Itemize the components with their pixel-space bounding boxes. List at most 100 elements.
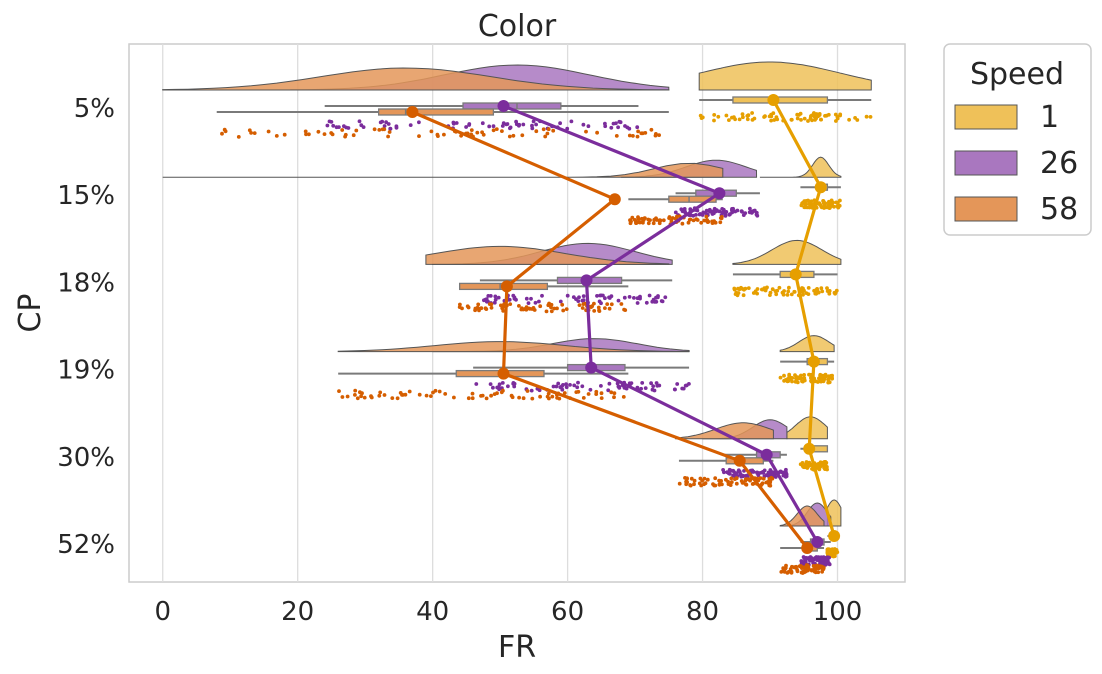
mean-line-1 (771, 99, 836, 537)
rain-dot-1 (830, 549, 834, 554)
rain-dot-26 (687, 382, 691, 386)
rain-dot-1 (795, 116, 800, 121)
rain-dot-26 (581, 122, 586, 127)
rain-dot-26 (650, 299, 655, 304)
rain-dot-58 (612, 395, 616, 400)
rain-dot-1 (716, 114, 721, 119)
rain-dot-58 (594, 392, 599, 396)
rain-dot-26 (521, 122, 526, 127)
rain-dot-58 (481, 132, 486, 137)
rain-dot-1 (821, 379, 826, 384)
rain-dot-58 (605, 302, 610, 306)
rain-dot-26 (529, 296, 533, 301)
rain-dot-26 (639, 386, 643, 391)
rain-dot-1 (817, 113, 822, 117)
rain-dot-26 (496, 295, 501, 300)
rain-dot-1 (806, 286, 811, 290)
rain-dot-58 (596, 305, 601, 310)
rain-dot-1 (806, 119, 810, 123)
rain-dot-58 (734, 476, 739, 481)
rain-dot-58 (637, 220, 642, 225)
rain-dot-26 (575, 385, 580, 390)
rain-dot-1 (768, 290, 773, 295)
rain-dot-58 (619, 302, 624, 306)
rain-dot-58 (353, 388, 358, 393)
rain-dot-58 (525, 389, 530, 393)
rain-dot-26 (537, 388, 542, 393)
rain-dot-58 (380, 127, 385, 132)
rain-dot-26 (487, 124, 492, 129)
rain-dot-58 (595, 130, 599, 135)
rain-dot-58 (649, 127, 654, 132)
rain-dot-58 (387, 130, 392, 134)
rain-dot-58 (811, 564, 816, 568)
rain-dot-58 (688, 483, 692, 487)
x-axis-title: FR (498, 630, 536, 665)
y-tick-label: 19% (57, 356, 115, 386)
rain-dot-26 (724, 210, 729, 214)
rain-dot-58 (607, 306, 612, 311)
rain-dot-1 (780, 290, 785, 295)
rain-dot-1 (804, 460, 809, 464)
rain-dot-26 (603, 121, 607, 126)
rain-dot-26 (580, 384, 585, 389)
rain-dot-1 (802, 205, 807, 210)
rain-dot-58 (688, 217, 693, 222)
legend-frame (943, 43, 1092, 236)
rain-dot-26 (624, 386, 629, 391)
rain-dot-58 (581, 302, 586, 306)
rain-dot-58 (631, 134, 635, 138)
rain-dot-58 (562, 391, 567, 395)
rain-dot-1 (813, 291, 818, 296)
rain-dot-26 (576, 380, 580, 385)
rain-dot-26 (394, 125, 399, 130)
rain-dot-1 (806, 198, 810, 203)
rain-dot-1 (802, 376, 807, 380)
mean-line-58 (411, 110, 809, 549)
rain-dot-1 (772, 118, 777, 122)
mean-point-1 (767, 94, 780, 106)
rain-dot-26 (711, 211, 715, 216)
rain-dot-58 (704, 214, 709, 219)
rain-dot-58 (695, 218, 700, 222)
rain-dot-58 (806, 566, 811, 571)
rain-dot-26 (607, 381, 612, 386)
rain-dot-58 (589, 305, 593, 309)
rain-dot-26 (659, 299, 664, 303)
rain-dot-58 (442, 132, 446, 137)
rain-dot-1 (827, 547, 832, 552)
rain-dot-26 (717, 209, 722, 214)
rain-dot-58 (800, 570, 804, 574)
rain-dot-26 (729, 468, 734, 473)
plot-area (128, 43, 906, 583)
rain-dot-58 (584, 129, 588, 134)
rain-dot-58 (555, 306, 559, 311)
rain-dot-58 (810, 568, 814, 572)
rain-dot-1 (755, 291, 759, 296)
rain-dot-1 (746, 113, 751, 118)
rain-dot-1 (778, 375, 783, 380)
rain-dot-58 (667, 216, 671, 221)
rain-dot-1 (817, 466, 821, 470)
rain-dot-58 (782, 570, 787, 574)
rain-dot-26 (595, 294, 599, 298)
rain-dot-58 (517, 304, 521, 308)
rain-dot-1 (814, 379, 818, 384)
rain-dot-58 (710, 220, 715, 224)
rain-dot-1 (712, 118, 716, 123)
rain-dot-26 (616, 125, 620, 130)
rain-dot-58 (635, 134, 640, 139)
rain-dot-58 (692, 478, 697, 483)
rain-dot-58 (646, 221, 651, 226)
rain-dot-58 (592, 309, 597, 313)
rain-dot-58 (761, 476, 766, 481)
rain-dot-58 (403, 392, 408, 397)
rain-dot-58 (599, 396, 604, 400)
rain-dot-1 (770, 287, 775, 292)
rain-dot-26 (820, 557, 825, 562)
rain-dot-26 (799, 559, 804, 563)
rain-dot-26 (755, 470, 759, 475)
rain-dot-58 (433, 388, 438, 393)
rain-dot-58 (779, 570, 784, 574)
rain-dot-1 (787, 285, 791, 290)
